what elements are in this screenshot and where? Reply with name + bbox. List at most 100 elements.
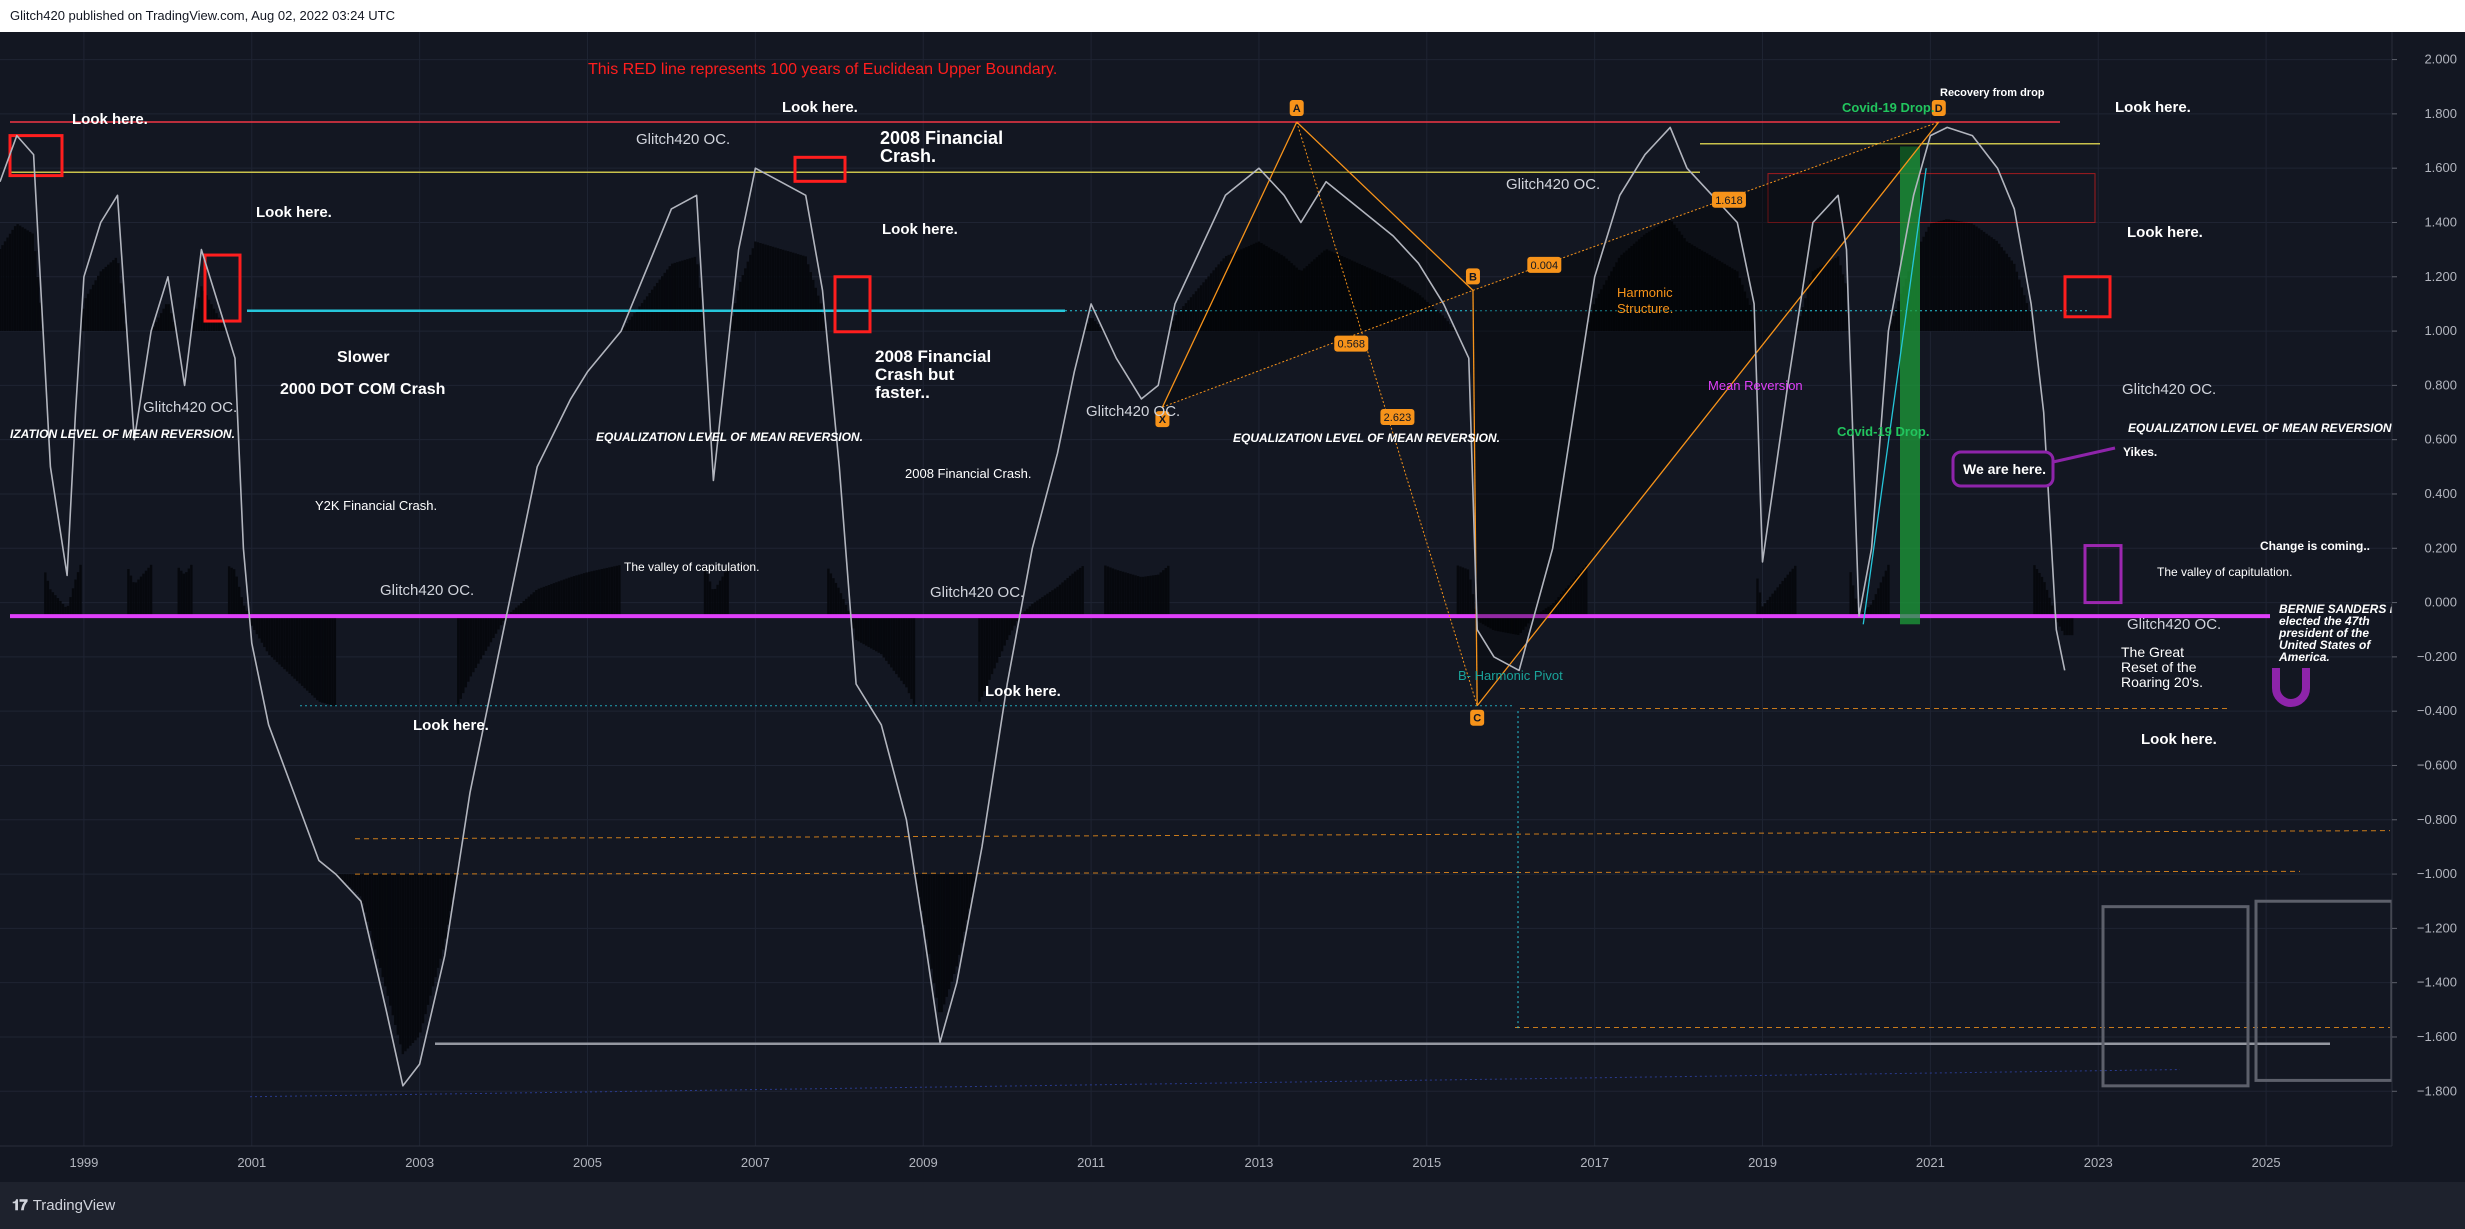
price-tick-label: 2.000 (2424, 52, 2457, 67)
bernie-label-line: America. (2278, 650, 2330, 664)
price-tick-label: 1.200 (2424, 269, 2457, 284)
harmonic-diag (1472, 121, 1939, 291)
time-tick-label: 2001 (237, 1155, 266, 1170)
price-tick-label: −0.800 (2417, 812, 2457, 827)
harmonic-ratio-label: 0.004 (1531, 260, 1559, 272)
look-here-box (833, 275, 872, 334)
valley-line-2 (354, 870, 2301, 875)
harmonic-marker-label: C (1473, 713, 1481, 725)
harmonic-leg (1472, 290, 1478, 706)
thin-red-box (1767, 173, 2096, 223)
time-tick-label: 2009 (909, 1155, 938, 1170)
harmonic-ratio: 1.618 (1711, 191, 1746, 208)
harmonic-ratio-bg (1527, 256, 1562, 273)
harmonic-point-x: X (1155, 411, 1170, 428)
upper-boundary-note: This RED line represents 100 years of Eu… (588, 61, 1057, 78)
harmonic-ratio: 2.623 (1380, 408, 1415, 425)
horizontal-levels (10, 121, 2391, 1098)
glitch-watermark: Glitch420 OC. (930, 584, 1024, 601)
time-tick-label: 2003 (405, 1155, 434, 1170)
harmonic-ratio: 0.004 (1527, 256, 1562, 273)
fin-crash-fast-line: faster.. (875, 383, 930, 402)
price-tick-label: 1.000 (2424, 323, 2457, 338)
harmonic-structure-label-line: Harmonic (1617, 285, 1673, 300)
glitch-watermark: Glitch420 OC. (1086, 403, 1180, 420)
look-here-label: Look here. (72, 111, 148, 128)
grid (0, 32, 2392, 1146)
harmonic-ratio: 0.568 (1334, 335, 1369, 352)
price-line (0, 126, 2066, 1087)
harmonic-ratio-bg (1380, 408, 1415, 425)
tradingview-logo-icon[interactable]: 𝟏𝟕 (12, 1197, 28, 1214)
bernie-label-line: president of the (2278, 626, 2369, 640)
change-coming-label: Change is coming.. (2260, 539, 2370, 553)
price-tick-label: 1.800 (2424, 106, 2457, 121)
time-tick-label: 2025 (2252, 1155, 2281, 1170)
time-tick-label: 2015 (1412, 1155, 1441, 1170)
recovery-label: Recovery from drop (1940, 87, 2045, 99)
bernie-label-line: elected the 47th (2279, 614, 2370, 628)
price-tick-label: −1.200 (2417, 920, 2457, 935)
fin-crash-title-line: 2008 Financial (880, 128, 1003, 148)
look-here-label: Look here. (2127, 224, 2203, 241)
fin-crash-label: 2008 Financial Crash. (905, 466, 1031, 481)
current-box (2083, 544, 2123, 605)
harmonic-ratio-bg (1711, 191, 1746, 208)
valley-line-1 (354, 830, 2391, 840)
footer-bar: 𝟏𝟕 TradingView (0, 1182, 2465, 1229)
look-here-box (793, 155, 847, 183)
time-tick-label: 1999 (69, 1155, 98, 1170)
look-here-label: Look here. (782, 99, 858, 116)
price-tick-label: −0.200 (2417, 649, 2457, 664)
published-line: Glitch420 published on TradingView.com, … (10, 8, 395, 23)
equalization-label: EQUALIZATION LEVEL OF MEAN REVERSION. (1233, 431, 1500, 445)
publish-header: Glitch420 published on TradingView.com, … (0, 0, 2465, 32)
harmonic-marker (1289, 100, 1304, 117)
b-pivot-label: B- Harmonic Pivot (1458, 668, 1563, 683)
glitch-watermark: Glitch420 OC. (380, 582, 474, 599)
time-tick-label: 2017 (1580, 1155, 1609, 1170)
dot-com-label: 2000 DOT COM Crash (280, 381, 445, 398)
price-tick-label: 1.400 (2424, 214, 2457, 229)
harmonic-bcd-fill (1472, 122, 1939, 706)
price-axis-bg (2392, 32, 2465, 1146)
time-axis[interactable]: 1999 2001 2003 2005 2007 2009 2011 2013 2015 2017… (0, 1145, 2392, 1170)
harmonic-leg (1476, 121, 1940, 707)
blue-dotted-line (249, 1069, 2181, 1098)
valley-label: The valley of capitulation. (624, 560, 759, 574)
harmonic-marker-label: B (1469, 271, 1477, 283)
fin-crash-title-line: Crash. (880, 146, 936, 166)
equalization-label: EQUALIZATION LEVEL OF MEAN REVERSION. (2128, 421, 2395, 435)
y2k-label: Y2K Financial Crash. (315, 498, 437, 513)
price-axis[interactable]: 2.000 1.800 1.600 1.400 1.200 1.000 0.800 0.600… (2391, 32, 2465, 1146)
chart-canvas[interactable]: X A B C D 0.568 2.623 0.004 1.618 This RED line r… (0, 32, 2465, 1182)
price-tick-label: 0.600 (2424, 432, 2457, 447)
time-tick-label: 2023 (2084, 1155, 2113, 1170)
price-tick-label: 0.800 (2424, 377, 2457, 392)
drawing-shapes (8, 121, 2394, 1088)
harmonic-marker (1155, 411, 1170, 428)
look-here-box (203, 253, 242, 323)
look-here-label: Look here. (256, 204, 332, 221)
we-are-here-callout: We are here. (1951, 446, 2116, 488)
fin-crash-fast-line: Crash but (875, 365, 955, 384)
price-tick-label: −0.400 (2417, 703, 2457, 718)
glitch-watermark: Glitch420 OC. (636, 131, 730, 148)
harmonic-marker (1931, 100, 1946, 117)
valley-label: The valley of capitulation. (2157, 565, 2292, 579)
price-tick-label: −0.600 (2417, 757, 2457, 772)
covid-zone (1900, 146, 1920, 625)
great-reset-label-line: Reset of the (2121, 659, 2197, 675)
bernie-label-line: BERNIE SANDERS is (2279, 602, 2400, 616)
footer-brand[interactable]: TradingView (32, 1197, 116, 1214)
look-here-label: Look here. (2141, 731, 2217, 748)
time-tick-label: 2011 (1077, 1155, 1105, 1170)
look-here-label: Look here. (413, 717, 489, 734)
harmonic-ratio-label: 0.568 (1338, 339, 1366, 351)
covid-drop-bottom: Covid-19 Drop. (1837, 424, 1929, 439)
slower-label: Slower (337, 349, 389, 366)
